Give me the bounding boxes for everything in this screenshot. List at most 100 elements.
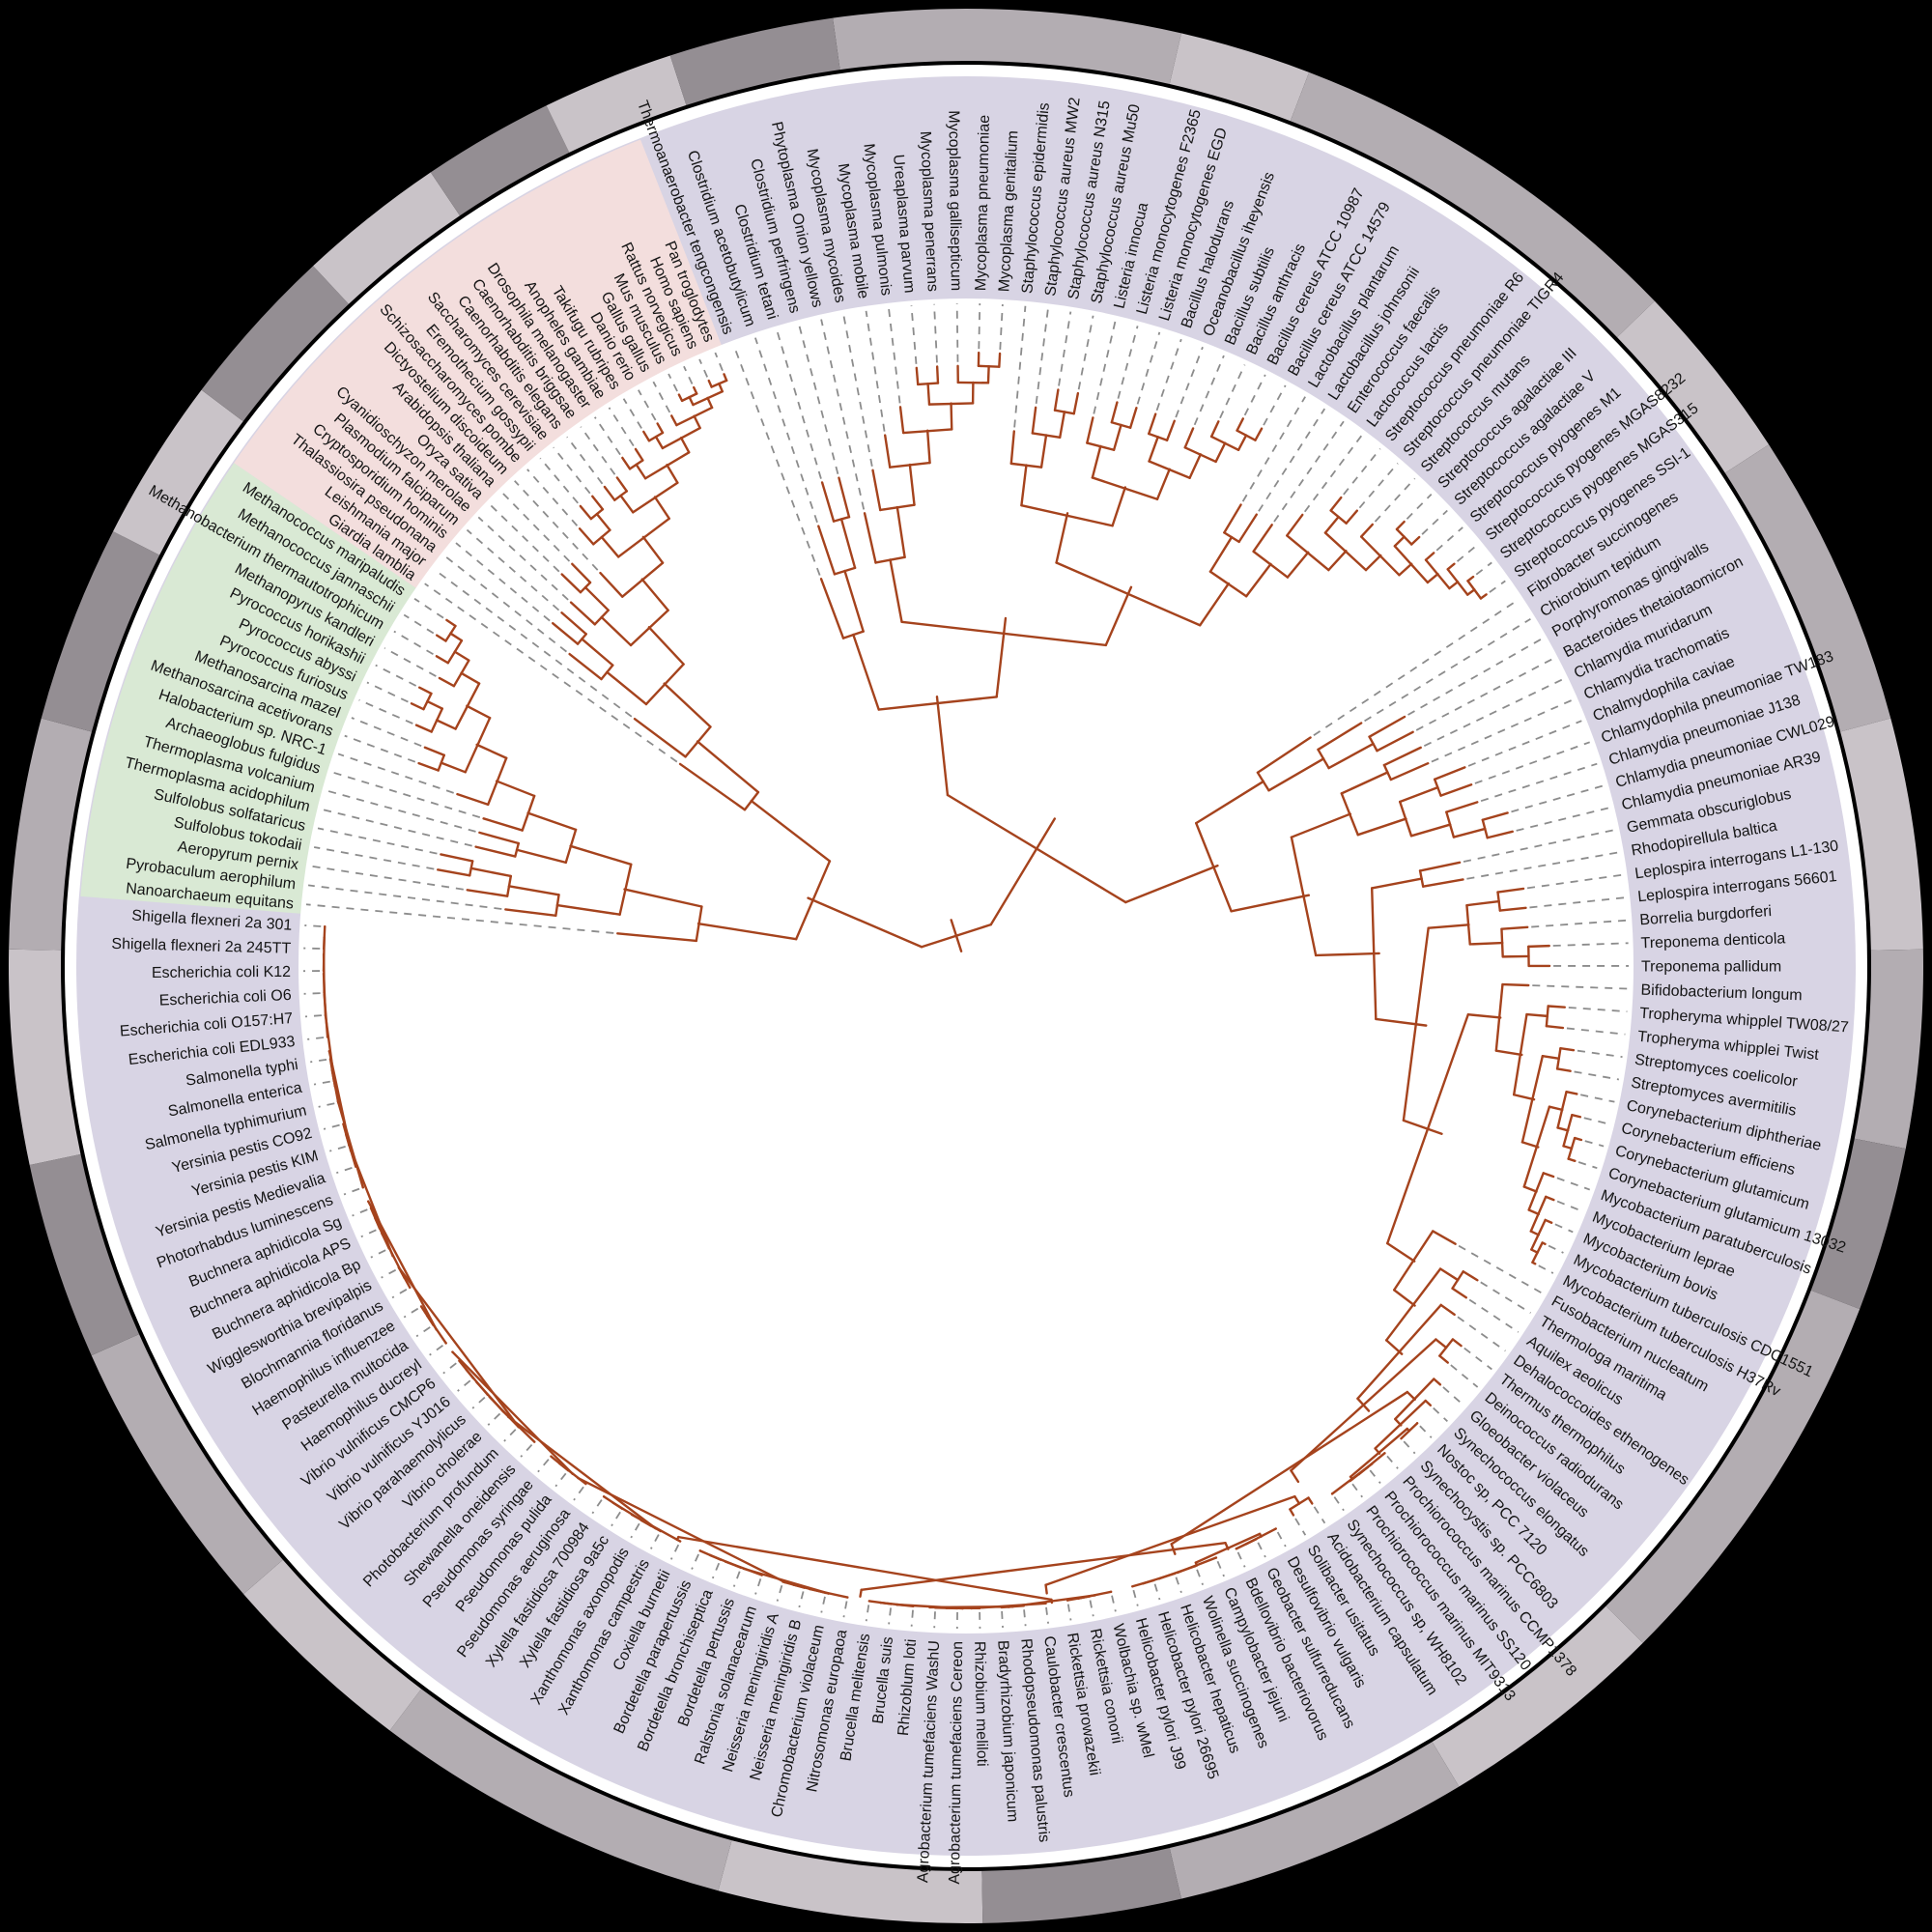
ring-segment	[313, 172, 461, 304]
leaf-leader-line	[1035, 308, 1049, 405]
leaf-leader-line	[754, 337, 818, 524]
leaf-leader-line	[434, 569, 633, 718]
ring-segment	[1605, 1290, 1861, 1643]
branch	[1494, 1049, 1523, 1057]
branch	[1427, 923, 1470, 929]
leaf-leader-line	[503, 1429, 517, 1442]
leaf-leader-line	[714, 352, 724, 372]
branch	[1498, 906, 1527, 912]
branch-connector	[1393, 545, 1430, 584]
branch	[1031, 406, 1037, 435]
branch-connector	[1091, 476, 1159, 500]
leaf-leader-line	[668, 373, 678, 392]
leaf-leader-line	[798, 324, 839, 474]
leaf-leader-line	[1364, 617, 1531, 723]
ring-segment	[1432, 1605, 1643, 1787]
leaf-leader-line	[370, 1249, 386, 1259]
branch	[693, 414, 701, 430]
leaf-leader-line	[352, 1208, 368, 1217]
branch	[621, 456, 632, 470]
leaf-leader-line	[630, 1522, 640, 1539]
leaf-leader-line	[313, 1080, 330, 1086]
branch-connector	[1065, 1595, 1091, 1602]
branch	[507, 885, 560, 896]
branch	[435, 634, 447, 642]
branch-connector	[505, 874, 513, 897]
branch-connector	[680, 392, 698, 403]
leaf-leader-line	[489, 503, 560, 573]
ring-segment	[981, 1847, 1181, 1923]
branch-connector	[1424, 558, 1451, 590]
branch	[1059, 411, 1066, 439]
branch-connector	[695, 905, 703, 943]
branch-connector	[1438, 1338, 1455, 1357]
branch-connector	[1545, 1005, 1549, 1028]
leaf-leader-line	[310, 865, 464, 891]
branch	[1375, 1017, 1428, 1027]
branch-connector	[781, 1580, 806, 1589]
leaf-leader-line	[344, 734, 416, 763]
branch	[1402, 1119, 1443, 1135]
branch	[989, 817, 1057, 926]
branch-connector	[1000, 1605, 1025, 1609]
leaf-leader-line	[1467, 720, 1582, 767]
ring-segment	[966, 9, 1181, 85]
branch-connector	[613, 490, 629, 501]
branch-connector	[977, 364, 1001, 368]
branch	[623, 888, 703, 908]
leaf-leader-line	[303, 992, 321, 995]
branch	[1500, 925, 1529, 930]
branch	[908, 463, 916, 506]
branch-connector	[446, 639, 464, 665]
leaf-leader-line	[501, 492, 571, 562]
branch	[654, 435, 665, 450]
branch	[1039, 434, 1048, 469]
branch	[579, 504, 593, 521]
leaf-leader-line	[1313, 1506, 1326, 1524]
leaf-leader-line	[1516, 807, 1610, 832]
branch	[1462, 1270, 1479, 1282]
branch	[750, 799, 832, 863]
branch-connector	[900, 620, 1107, 647]
branch	[460, 671, 481, 685]
taxon-label: Treponema pallidum	[1641, 959, 1781, 976]
leaf-leader-line	[732, 345, 821, 576]
branch-connector	[1323, 531, 1368, 572]
branch-connector	[889, 461, 931, 469]
branch	[1451, 1287, 1468, 1299]
leaf-leader-line	[1554, 1223, 1574, 1234]
branch-connector	[323, 925, 327, 951]
branch-connector	[564, 828, 578, 865]
leaf-leader-line	[337, 753, 454, 794]
leaf-leader-line	[888, 307, 901, 404]
ring-segment	[1617, 300, 1770, 473]
branch	[1364, 554, 1382, 572]
branch	[1307, 1496, 1314, 1505]
taxon-label: Rhizobium meliloti	[971, 1641, 990, 1767]
branch	[706, 396, 714, 410]
branch-connector	[628, 459, 644, 470]
branch-connector	[1384, 1267, 1442, 1342]
branch-connector	[879, 503, 916, 512]
leaf-leader-line	[329, 1146, 346, 1152]
ring-segment	[546, 55, 687, 153]
branch	[1286, 513, 1304, 537]
leaf-leader-line	[820, 1596, 826, 1613]
leaf-leader-line	[415, 1326, 431, 1338]
branch-connector	[743, 790, 760, 811]
branch	[417, 761, 440, 772]
branch	[1496, 887, 1525, 894]
branch	[1418, 861, 1462, 872]
leaf-leader-line	[865, 1605, 870, 1622]
leaf-leader-line	[318, 1102, 335, 1108]
leaf-leader-line	[1407, 638, 1543, 716]
branch	[475, 743, 508, 759]
ring-segment	[8, 949, 81, 1166]
branch-connector	[1512, 1012, 1528, 1096]
leaf-leader-line	[1111, 1595, 1117, 1612]
branch-connector	[1500, 927, 1504, 958]
branch-connector	[920, 923, 992, 949]
leaf-leader-line	[1466, 851, 1619, 880]
leaf-leader-line	[1219, 364, 1246, 419]
